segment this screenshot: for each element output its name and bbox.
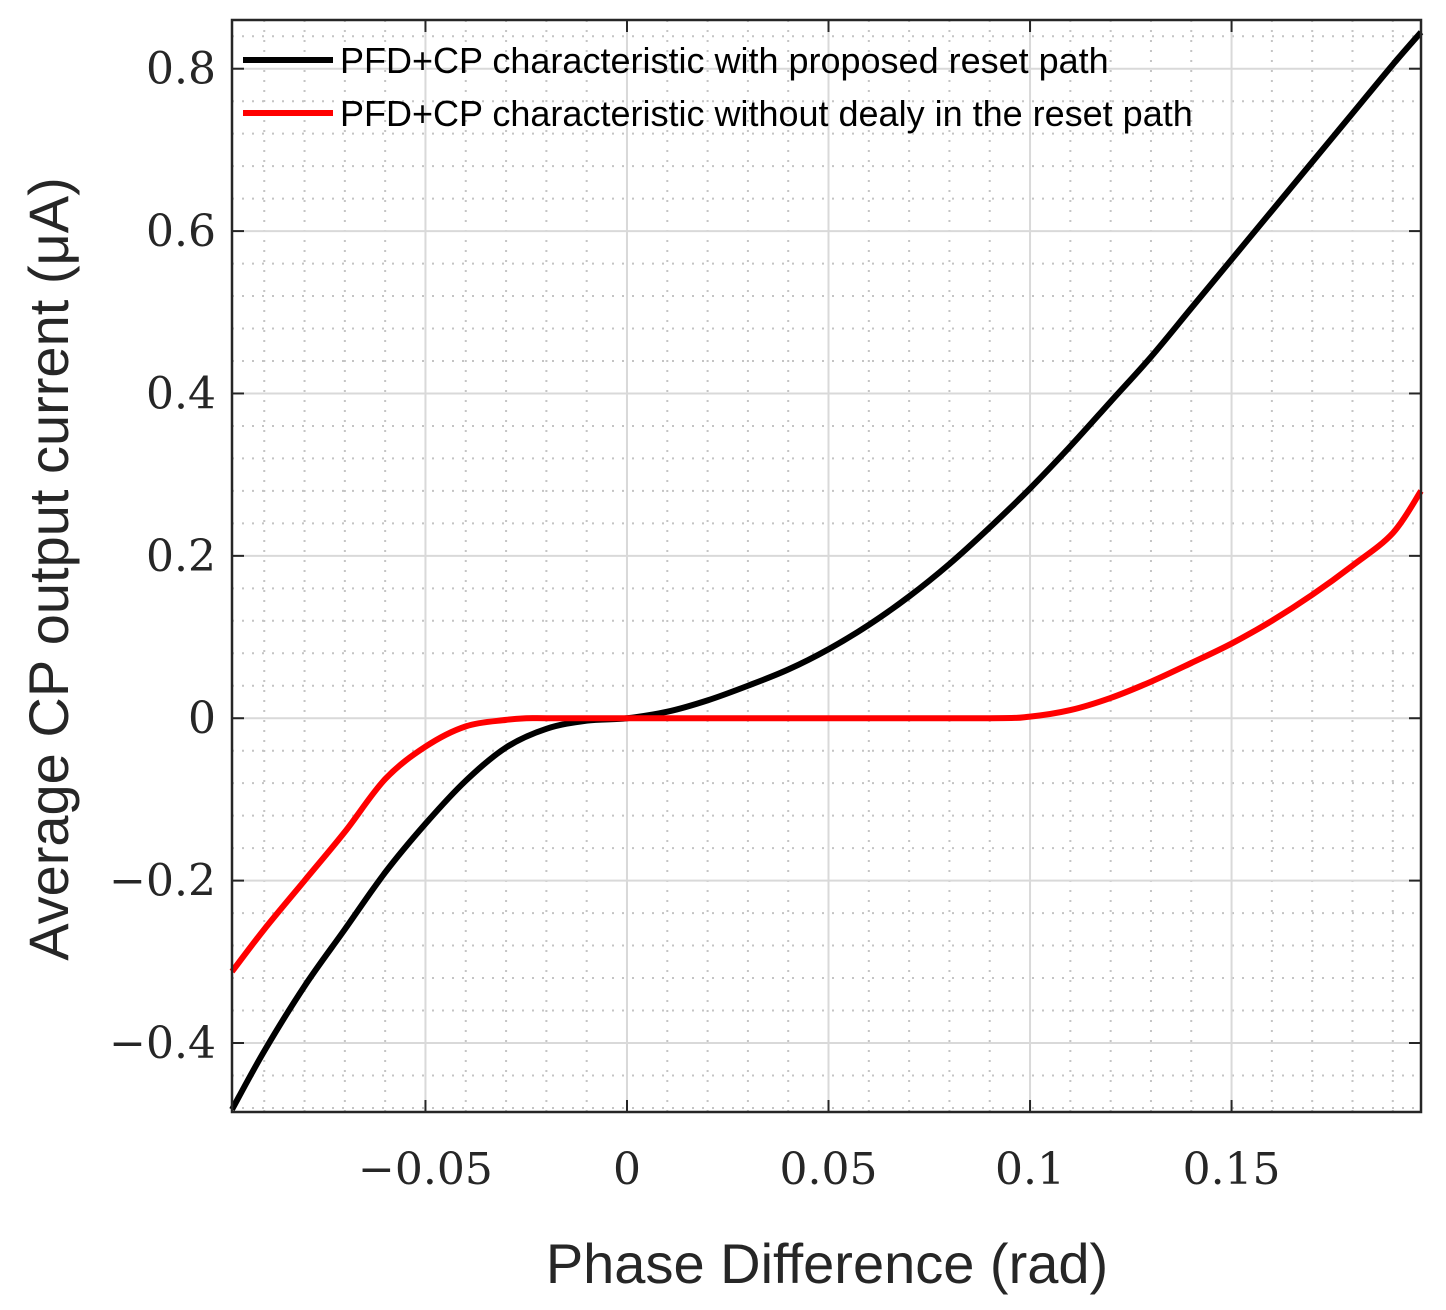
tick-layer — [232, 20, 1421, 1112]
y-axis-label: Average CP output current (μA) — [17, 177, 80, 960]
y-tick-label: 0.8 — [146, 44, 216, 95]
legend-label-proposed: PFD+CP characteristic with proposed rese… — [340, 40, 1109, 81]
grid-layer — [232, 20, 1421, 1112]
series-layer — [229, 30, 1424, 1112]
x-tick-label: −0.05 — [358, 1144, 493, 1195]
x-tick-label: 0.1 — [995, 1144, 1065, 1195]
x-tick-label: 0 — [613, 1144, 641, 1195]
x-tick-label: 0.05 — [780, 1144, 878, 1195]
y-tick-label: 0.6 — [146, 206, 216, 257]
y-tick-label: 0.2 — [146, 531, 216, 582]
plot-frame — [230, 18, 1423, 1114]
y-tick-label: −0.4 — [109, 1018, 216, 1069]
series-line-without-delay — [229, 489, 1424, 974]
tick-label-layer: −0.05 0 0.05 0.1 0.15 −0.4 −0.2 0 0.2 0.4 0.6 0.8 — [109, 44, 1280, 1195]
y-tick-label: 0.4 — [146, 368, 216, 419]
x-tick-label: 0.15 — [1183, 1144, 1281, 1195]
series-line-proposed — [229, 30, 1424, 1112]
y-tick-label: 0 — [188, 693, 216, 744]
x-axis-label: Phase Difference (rad) — [546, 1232, 1108, 1295]
y-tick-label: −0.2 — [109, 856, 216, 907]
legend-label-without-delay: PFD+CP characteristic without dealy in t… — [340, 93, 1193, 134]
legend: PFD+CP characteristic with proposed rese… — [243, 40, 1193, 134]
